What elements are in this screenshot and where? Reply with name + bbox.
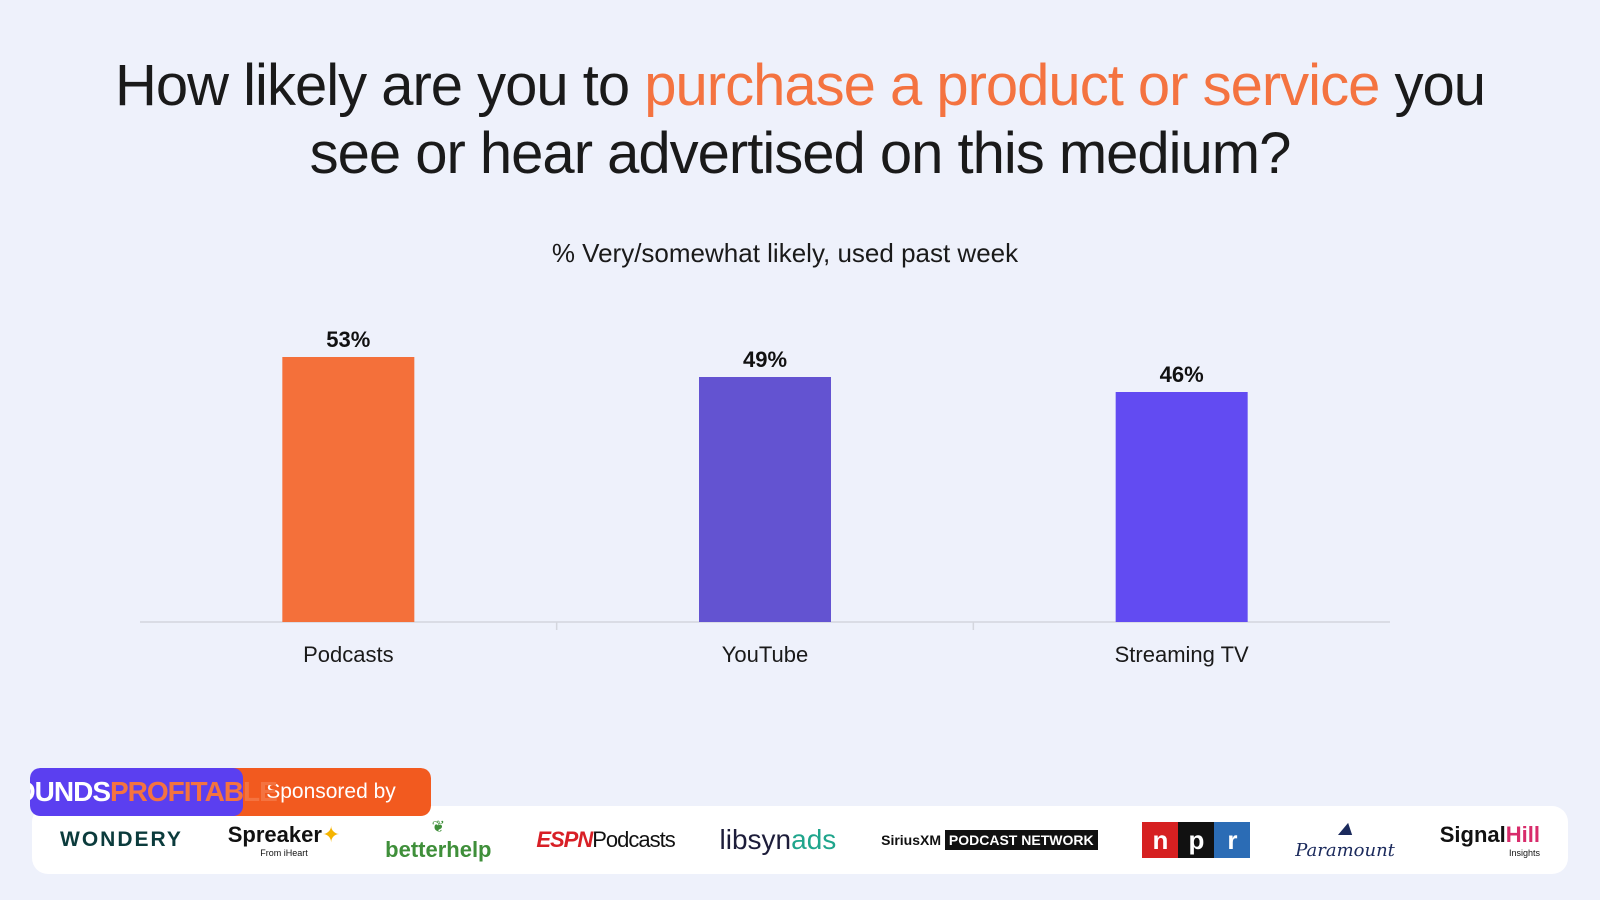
bar-youtube: [699, 377, 831, 622]
data-label: 49%: [743, 347, 787, 372]
espn-podcasts-logo: ESPNPodcasts: [536, 827, 675, 852]
data-label: 46%: [1160, 362, 1204, 387]
title-highlight: purchase a product or service: [644, 53, 1380, 118]
title-part-1: How likely are you to: [115, 53, 645, 118]
wondery-logo: WONDERY: [60, 828, 183, 851]
siriusxm-podcast-network-logo: SiriusXM PODCAST NETWORK: [881, 830, 1098, 850]
data-label: 53%: [326, 327, 370, 352]
sounds-profitable-logo: SOUNDSPROFITABLE: [30, 768, 278, 816]
betterhelp-logo: ❦ betterhelp: [385, 819, 492, 862]
bar-podcasts: [282, 357, 415, 622]
title-part-2: you see or hear advertised on this mediu…: [309, 53, 1486, 186]
x-tick-label: YouTube: [722, 642, 808, 667]
spreaker-logo: Spreaker✦ From iHeart: [227, 822, 341, 858]
bar-streaming-tv: [1115, 392, 1248, 622]
paramount-logo: ⛰ Paramount: [1295, 819, 1395, 861]
x-tick-label: Podcasts: [303, 642, 394, 667]
sponsor-badge: SOUNDSPROFITABLE Sponsored by: [30, 768, 431, 816]
libsyn-ads-logo: libsynads: [719, 824, 837, 855]
sponsored-by-label: Sponsored by: [231, 768, 431, 816]
sponsor-logos: WONDERY Spreaker✦ From iHeart ❦ betterhelp…: [40, 812, 1560, 868]
sponsor-strip: [32, 806, 1568, 874]
x-tick-label: Streaming TV: [1115, 642, 1249, 667]
chart-title: How likely are you to purchase a product…: [80, 52, 1520, 188]
signal-hill-logo: SignalHill Insights: [1439, 822, 1540, 858]
chart-subtitle: % Very/somewhat likely, used past week: [551, 238, 1019, 268]
